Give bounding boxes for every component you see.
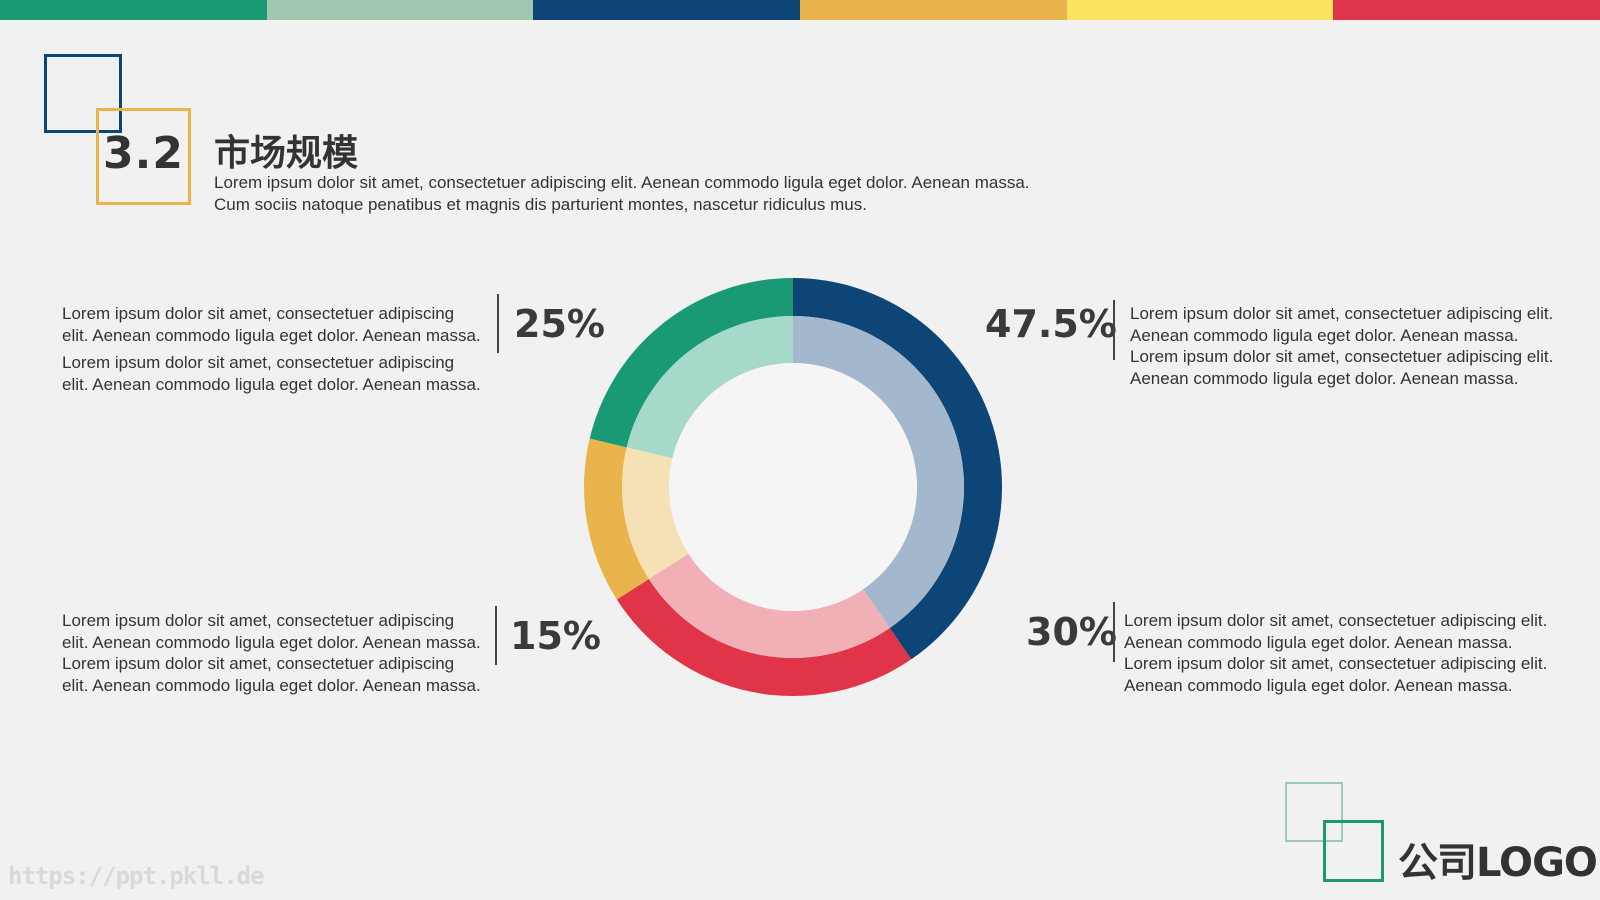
percent-label-47-5: 47.5% <box>985 302 1117 346</box>
section-number: 3.2 <box>103 128 184 179</box>
inner-ring-slice <box>626 316 793 459</box>
outer-ring-slice <box>616 579 912 696</box>
text-block-bottom-left: Lorem ipsum dolor sit amet, consectetuer… <box>62 610 482 696</box>
top-bar-segment <box>266 0 534 20</box>
paragraph: Lorem ipsum dolor sit amet, consectetuer… <box>1124 611 1548 652</box>
text-block-top-right: Lorem ipsum dolor sit amet, consectetuer… <box>1130 303 1560 389</box>
logo-square-green <box>1323 820 1384 882</box>
paragraph: Lorem ipsum dolor sit amet, consectetuer… <box>1130 304 1554 345</box>
percent-label-15: 15% <box>510 614 601 658</box>
divider-line <box>495 606 497 665</box>
outer-ring-slice <box>589 278 793 448</box>
outer-ring-slice <box>793 278 1002 660</box>
percent-label-30: 30% <box>1026 610 1117 654</box>
donut-center <box>669 363 917 611</box>
divider-line <box>497 294 499 353</box>
inner-ring-slice <box>622 447 689 580</box>
divider-line <box>1113 602 1115 662</box>
top-bar-segment <box>1333 0 1600 20</box>
inner-ring-slice <box>648 553 890 659</box>
decor-square-blue <box>44 54 122 133</box>
paragraph: Lorem ipsum dolor sit amet, consectetuer… <box>62 353 481 394</box>
inner-ring-slice <box>793 316 965 628</box>
top-bar-segment <box>0 0 267 20</box>
divider-line <box>1113 300 1115 360</box>
page-title: 市场规模 <box>214 132 359 173</box>
company-logo: 公司LOGO <box>1398 840 1598 886</box>
percent-label-25: 25% <box>514 302 605 346</box>
top-color-bar <box>0 0 1600 20</box>
top-bar-segment <box>800 0 1067 20</box>
logo-square-light <box>1285 782 1343 842</box>
paragraph: Lorem ipsum dolor sit amet, consectetuer… <box>62 304 481 345</box>
paragraph: Lorem ipsum dolor sit amet, consectetuer… <box>62 654 481 695</box>
paragraph: Lorem ipsum dolor sit amet, consectetuer… <box>62 611 481 652</box>
text-block-bottom-right: Lorem ipsum dolor sit amet, consectetuer… <box>1124 610 1556 696</box>
decor-square-gold <box>96 108 191 205</box>
text-block-top-left: Lorem ipsum dolor sit amet, consectetuer… <box>62 303 482 395</box>
top-bar-segment <box>533 0 801 20</box>
paragraph: Lorem ipsum dolor sit amet, consectetuer… <box>1130 347 1554 388</box>
watermark-url: https://ppt.pkll.de <box>8 862 265 890</box>
page-subtitle: Lorem ipsum dolor sit amet, consectetuer… <box>214 173 1030 214</box>
paragraph: Lorem ipsum dolor sit amet, consectetuer… <box>1124 654 1548 695</box>
top-bar-segment <box>1066 0 1334 20</box>
outer-ring-slice <box>583 438 649 600</box>
